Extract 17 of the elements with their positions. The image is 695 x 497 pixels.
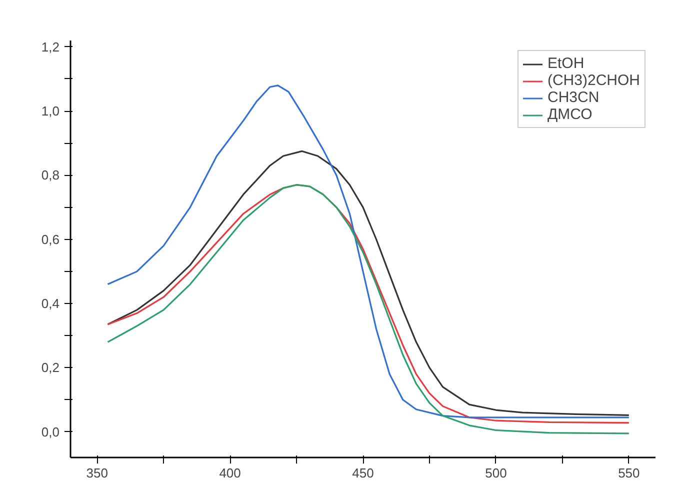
- x-tick-label: 400: [219, 466, 241, 480]
- legend-label: CH3CN: [547, 89, 600, 106]
- line-series: [106, 150, 630, 416]
- x-tick-label: 500: [485, 466, 507, 480]
- y-tick-label: 0,6: [41, 232, 60, 247]
- x-tick-label: 550: [618, 466, 640, 480]
- legend-label: (CH3)2CHOH: [547, 72, 640, 89]
- x-tick-label: 350: [86, 466, 108, 480]
- y-tick-label: 1,2: [41, 39, 60, 54]
- y-tick-label: 0,8: [41, 168, 60, 183]
- legend-label: EtOH: [547, 55, 584, 72]
- x-tick-label: 450: [352, 466, 374, 480]
- y-tick-label: 0,4: [41, 296, 60, 312]
- legend-label: ДМСО: [547, 106, 592, 123]
- y-tick-label: 0,0: [41, 424, 60, 440]
- y-tick-label: 1,0: [41, 104, 60, 119]
- y-tick-label: 0,2: [41, 360, 60, 376]
